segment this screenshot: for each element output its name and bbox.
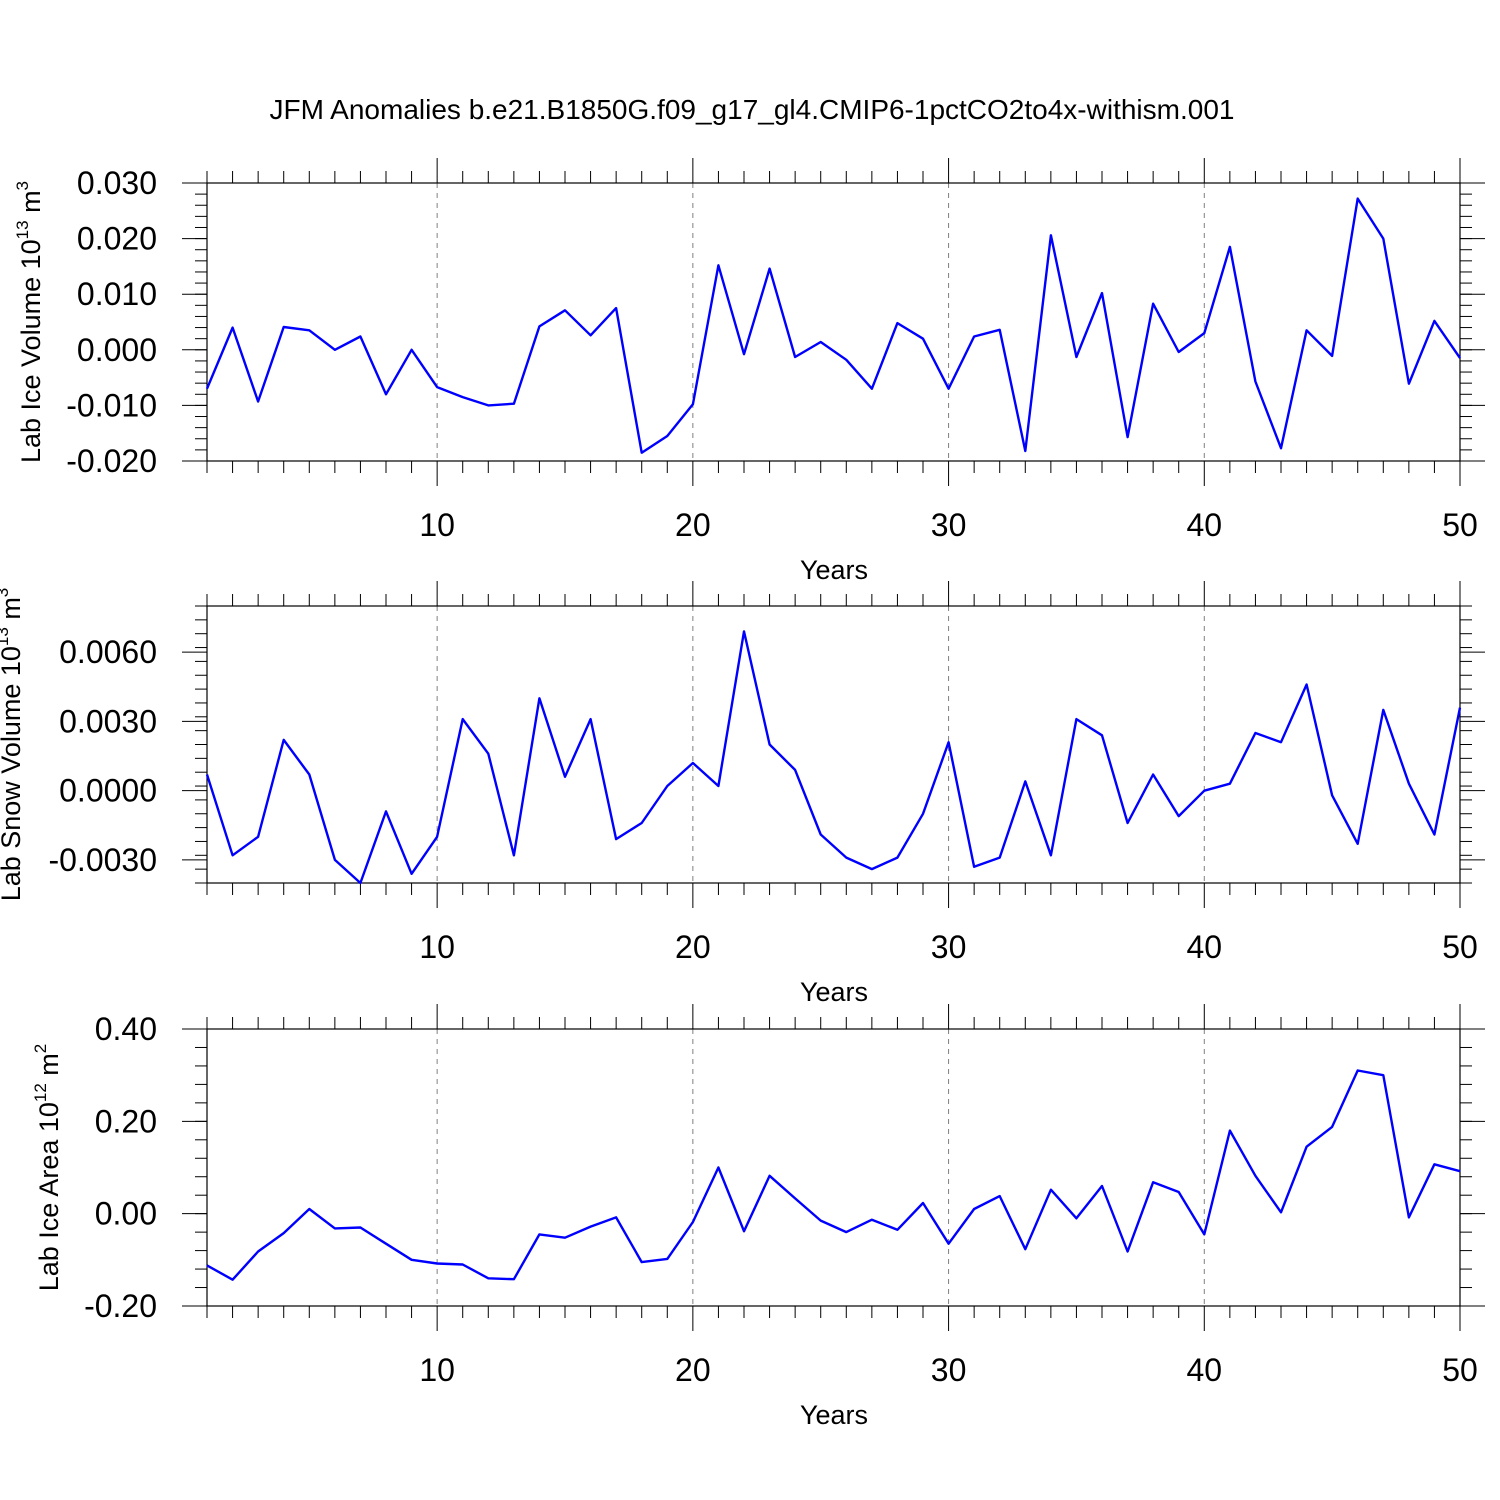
y-axis-label-unit: m (16, 190, 46, 220)
ytick-label: 0.030 (77, 165, 157, 201)
x-axis-label: Years (800, 1400, 868, 1430)
panel-snow-volume: 10 20 30 40 50 -0.0030 0.0000 0.0030 0.0060 Years… (0, 581, 1485, 1007)
ytick-label: 0.0060 (59, 634, 157, 670)
y-axis-label: Lab Snow Volume 1013 m3 (0, 588, 26, 902)
series-line-ice-area (206, 1069, 1461, 1281)
y-axis-label-exponent: 12 (31, 1083, 50, 1102)
ytick-label: 0.20 (95, 1103, 157, 1139)
xtick-label-40: 40 (1186, 1352, 1222, 1388)
y-axis-label-unit-exponent: 3 (13, 181, 32, 190)
plot-frame (206, 1028, 1461, 1307)
y-axis-label-main: Lab Ice Volume 10 (16, 239, 46, 463)
xtick-label-20: 20 (675, 507, 711, 543)
xtick-label-50: 50 (1442, 507, 1478, 543)
y-axis-label-unit: m (34, 1053, 64, 1083)
xtick-label-40: 40 (1186, 507, 1222, 543)
y-axis-label: Lab Ice Area 1012 m2 (31, 1044, 64, 1292)
y-axis-label-main: Lab Snow Volume 10 (0, 646, 26, 901)
panel-ice-area: 10 20 30 40 50 -0.20 0.00 0.20 0.40 Years Lab Ice … (31, 1004, 1485, 1430)
ytick-label: -0.0030 (48, 842, 157, 878)
ytick-label: -0.20 (84, 1288, 157, 1324)
ytick-label: -0.020 (66, 443, 157, 479)
xtick-label-10: 10 (419, 929, 455, 965)
figure-title: JFM Anomalies b.e21.B1850G.f09_g17_gl4.C… (270, 94, 1235, 125)
series-line-ice-volume (205, 197, 1461, 454)
xtick-label-40: 40 (1186, 929, 1222, 965)
xtick-label-50: 50 (1442, 1352, 1478, 1388)
ytick-label: 0.000 (77, 332, 157, 368)
plot-frame (206, 182, 1461, 462)
plot-frame (206, 605, 1461, 884)
xtick-label-30: 30 (931, 507, 967, 543)
xtick-label-50: 50 (1442, 929, 1478, 965)
y-axis-label-main: Lab Ice Area 10 (34, 1102, 64, 1291)
x-axis-label: Years (800, 977, 868, 1007)
y-axis-label-unit-exponent: 2 (31, 1044, 50, 1053)
ytick-label: -0.010 (66, 387, 157, 423)
y-axis-label-exponent: 13 (0, 627, 12, 646)
ytick-label: 0.020 (77, 221, 157, 257)
y-axis-label: Lab Ice Volume 1013 m3 (13, 181, 46, 463)
x-axis-label: Years (800, 555, 868, 585)
ytick-label: 0.40 (95, 1011, 157, 1047)
y-axis-label-unit: m (0, 597, 26, 627)
xtick-label-20: 20 (675, 1352, 711, 1388)
series-line-snow-volume (205, 630, 1462, 885)
y-axis-label-unit-exponent: 3 (0, 588, 12, 597)
xtick-label-10: 10 (419, 1352, 455, 1388)
xtick-label-10: 10 (419, 507, 455, 543)
ytick-label: 0.0030 (59, 703, 157, 739)
ytick-label: 0.00 (95, 1196, 157, 1232)
xtick-label-20: 20 (675, 929, 711, 965)
xtick-label-30: 30 (931, 929, 967, 965)
ytick-label: 0.0000 (59, 773, 157, 809)
xtick-label-30: 30 (931, 1352, 967, 1388)
ytick-label: 0.010 (77, 276, 157, 312)
y-axis-label-exponent: 13 (13, 220, 32, 239)
panel-ice-volume: 10 20 30 40 50 -0.020 -0.010 0.000 0.010 0.020 0.0… (13, 158, 1485, 585)
